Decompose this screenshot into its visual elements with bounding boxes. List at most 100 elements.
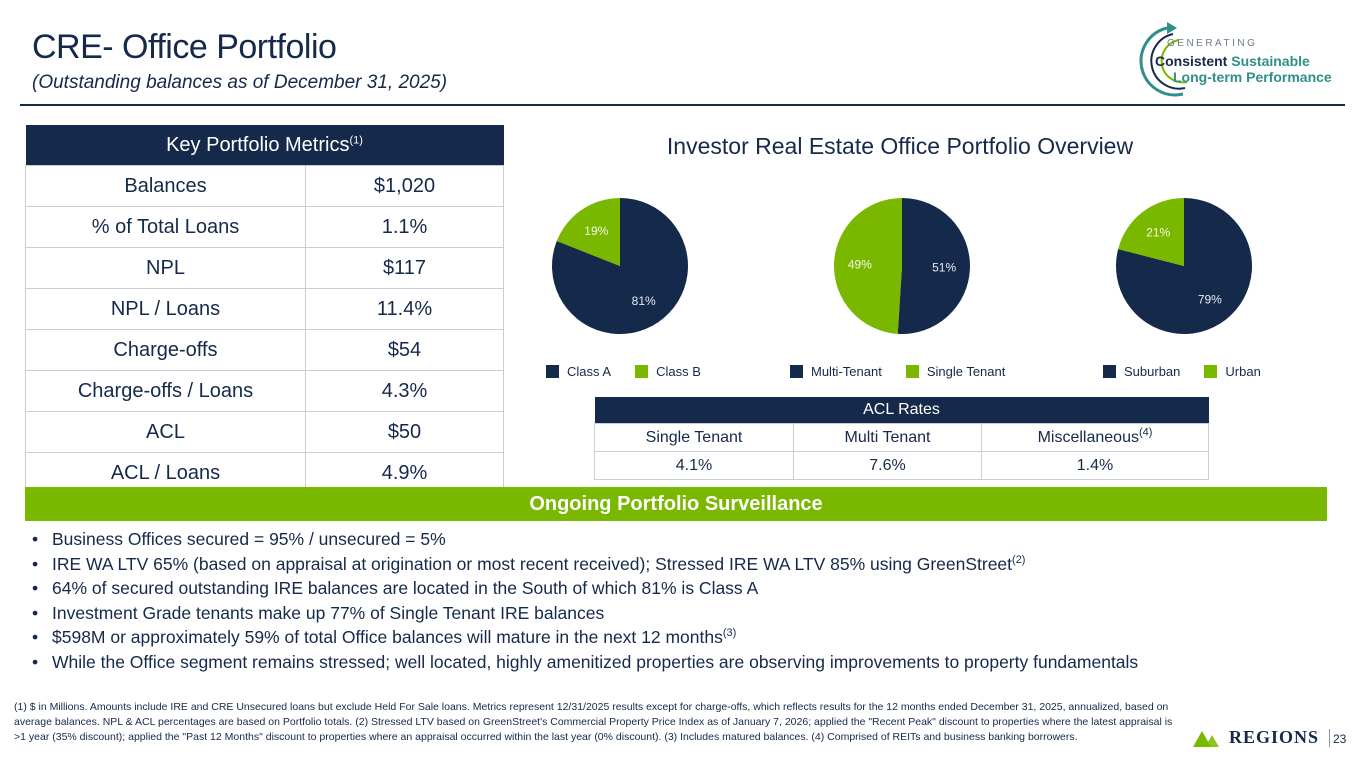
surveillance-banner: Ongoing Portfolio Surveillance <box>25 487 1327 521</box>
metric-value: $117 <box>305 247 504 289</box>
key-metrics-table: Key Portfolio Metrics(1) Balances $1,020 … <box>25 125 504 494</box>
list-item: Investment Grade tenants make up 77% of … <box>32 601 1138 626</box>
logo-divider <box>1329 728 1331 747</box>
logo-line-2: Long-term Performance <box>1173 69 1332 85</box>
logo-line-1: Consistent Sustainable <box>1155 53 1310 69</box>
legend-label: Suburban <box>1124 364 1181 379</box>
key-metrics-header-row: Key Portfolio Metrics(1) <box>25 125 504 166</box>
metric-value: 1.1% <box>305 206 504 248</box>
list-item: 64% of secured outstanding IRE balances … <box>32 576 1138 601</box>
pie-data-label: 21% <box>1146 226 1170 240</box>
acl-rates-table: ACL Rates Single Tenant Multi Tenant Mis… <box>594 397 1209 480</box>
metric-label: ACL <box>25 411 306 453</box>
metric-label: Balances <box>25 165 306 207</box>
acl-value: 4.1% <box>594 451 794 480</box>
legend-location: Suburban Urban <box>1103 364 1261 379</box>
generating-logo: GENERATING Consistent Sustainable Long-t… <box>1133 20 1348 100</box>
metric-label: % of Total Loans <box>25 206 306 248</box>
acl-rates-header: ACL Rates <box>594 397 1209 424</box>
regions-triangle-icon <box>1193 730 1219 747</box>
legend-tenancy: Multi-Tenant Single Tenant <box>790 364 1005 379</box>
bullet-footnote-ref: (3) <box>722 627 737 640</box>
acl-misc-label: Miscellaneous <box>1037 428 1139 446</box>
acl-column-label: Single Tenant <box>594 423 794 452</box>
pie-data-label: 51% <box>932 260 956 274</box>
list-item: IRE WA LTV 65% (based on appraisal at or… <box>32 552 1138 577</box>
metric-value: 4.3% <box>305 370 504 412</box>
key-metrics-header: Key Portfolio Metrics(1) <box>25 125 504 166</box>
logo-arc-icon <box>1139 22 1188 97</box>
pie-data-label: 81% <box>632 294 656 308</box>
logo-consistent: Consistent <box>1155 53 1228 69</box>
legend-label: Class B <box>656 364 701 379</box>
pie-chart-building-class: 81% 19% <box>552 198 688 334</box>
key-metrics-title: Key Portfolio Metrics <box>166 133 350 156</box>
logo-sustainable: Sustainable <box>1231 53 1310 69</box>
acl-column-label: Multi Tenant <box>793 423 982 452</box>
bullet-text: Business Offices secured = 95% / unsecur… <box>52 529 446 549</box>
acl-header-row: ACL Rates <box>594 397 1209 424</box>
bullet-text: 64% of secured outstanding IRE balances … <box>52 578 759 599</box>
pie-chart-location: 79% 21% <box>1116 198 1252 334</box>
regions-logo: Regions <box>1193 727 1331 748</box>
legend-label: Urban <box>1225 364 1261 379</box>
metric-label: Charge-offs / Loans <box>25 370 306 412</box>
acl-value: 7.6% <box>793 451 982 480</box>
pie-chart-tenancy: 51% 49% <box>834 198 971 334</box>
legend-swatch-navy <box>1103 365 1116 378</box>
bullet-footnote-ref: (2) <box>1012 553 1026 566</box>
metric-value: $50 <box>305 411 504 453</box>
key-metrics-footnote-ref: (1) <box>349 133 363 146</box>
legend-swatch-navy <box>546 365 559 378</box>
metric-label: NPL / Loans <box>25 288 306 330</box>
page-number: 23 <box>1333 732 1347 746</box>
pie-data-label: 49% <box>848 258 872 272</box>
table-row: Single Tenant Multi Tenant Miscellaneous… <box>594 423 1209 452</box>
metric-label: NPL <box>25 247 306 289</box>
pie-slice-class-b <box>556 198 620 266</box>
table-row: Charge-offs / Loans 4.3% <box>25 370 504 412</box>
pie-data-label: 79% <box>1198 292 1222 306</box>
page-title: CRE- Office Portfolio <box>32 28 337 66</box>
table-row: % of Total Loans 1.1% <box>25 206 504 248</box>
table-row: NPL $117 <box>25 247 504 289</box>
legend-label: Class A <box>567 364 612 379</box>
legend-building-class: Class A Class B <box>546 364 701 379</box>
surveillance-bullet-list: Business Offices secured = 95% / unsecur… <box>32 527 1138 675</box>
table-row: 4.1% 7.6% 1.4% <box>594 451 1209 480</box>
metric-value: $1,020 <box>305 165 504 207</box>
regions-wordmark: Regions <box>1229 727 1320 747</box>
bullet-text: While the Office segment remains stresse… <box>52 651 1139 672</box>
overview-chart-title: Investor Real Estate Office Portfolio Ov… <box>666 133 1134 159</box>
footnotes: (1) $ in Millions. Amounts include IRE a… <box>14 701 1173 743</box>
pie-slice-urban <box>1118 198 1184 266</box>
metric-label: Charge-offs <box>25 329 306 371</box>
acl-value: 1.4% <box>981 451 1209 480</box>
legend-swatch-green <box>1204 365 1218 378</box>
page-subtitle: (Outstanding balances as of December 31,… <box>32 72 448 93</box>
pie-data-label: 19% <box>584 224 608 238</box>
list-item: Business Offices secured = 95% / unsecur… <box>32 527 1138 552</box>
header-divider <box>20 104 1345 106</box>
pie-slice-multi-tenant <box>897 198 971 334</box>
legend-label: Single Tenant <box>926 364 1006 379</box>
table-row: Balances $1,020 <box>25 165 504 207</box>
legend-swatch-green <box>635 365 649 378</box>
legend-swatch-navy <box>790 365 803 378</box>
legend-label: Multi-Tenant <box>811 364 882 379</box>
logo-generating-text: GENERATING <box>1167 38 1258 49</box>
bullet-text: IRE WA LTV 65% (based on appraisal at or… <box>52 553 1013 574</box>
table-row: Charge-offs $54 <box>25 329 504 371</box>
metric-value: 11.4% <box>305 288 504 330</box>
pie-slice-single-tenant <box>834 198 902 334</box>
list-item: While the Office segment remains stresse… <box>32 650 1138 675</box>
bullet-text: $598M or approximately 59% of total Offi… <box>52 627 723 648</box>
acl-column-label-misc: Miscellaneous(4) <box>981 423 1209 452</box>
table-row: NPL / Loans 11.4% <box>25 288 504 330</box>
table-row: ACL $50 <box>25 411 504 453</box>
bullet-text: Investment Grade tenants make up 77% of … <box>52 602 605 623</box>
legend-swatch-green <box>905 365 919 378</box>
metric-value: $54 <box>305 329 504 371</box>
list-item: $598M or approximately 59% of total Offi… <box>32 625 1138 650</box>
acl-misc-footnote-ref: (4) <box>1138 426 1153 439</box>
